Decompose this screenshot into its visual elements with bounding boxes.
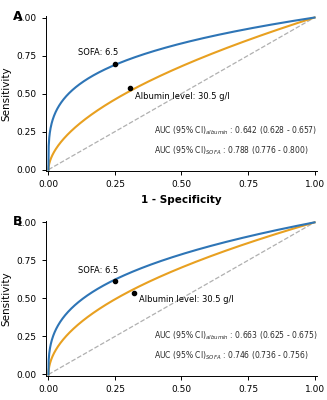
Text: SOFA: 6.5: SOFA: 6.5 [78,266,118,275]
Text: A: A [13,10,23,23]
Y-axis label: Sensitivity: Sensitivity [1,66,11,121]
X-axis label: 1 - Specificity: 1 - Specificity [141,195,222,205]
Text: B: B [13,215,23,228]
Text: AUC (95% CI)$_{albumin}$ : 0.642 (0.628 - 0.657): AUC (95% CI)$_{albumin}$ : 0.642 (0.628 … [154,125,318,137]
Y-axis label: Sensitivity: Sensitivity [1,271,11,326]
Text: AUC (95% CI)$_{SOFA}$ : 0.746 (0.736 - 0.756): AUC (95% CI)$_{SOFA}$ : 0.746 (0.736 - 0… [154,350,309,362]
Text: AUC (95% CI)$_{SOFA}$ : 0.788 (0.776 - 0.800): AUC (95% CI)$_{SOFA}$ : 0.788 (0.776 - 0… [154,145,309,157]
Text: AUC (95% CI)$_{albumin}$ : 0.663 (0.625 - 0.675): AUC (95% CI)$_{albumin}$ : 0.663 (0.625 … [154,330,318,342]
Text: Albumin level: 30.5 g/l: Albumin level: 30.5 g/l [135,92,230,101]
Text: Albumin level: 30.5 g/l: Albumin level: 30.5 g/l [139,295,234,304]
Text: SOFA: 6.5: SOFA: 6.5 [78,48,118,57]
